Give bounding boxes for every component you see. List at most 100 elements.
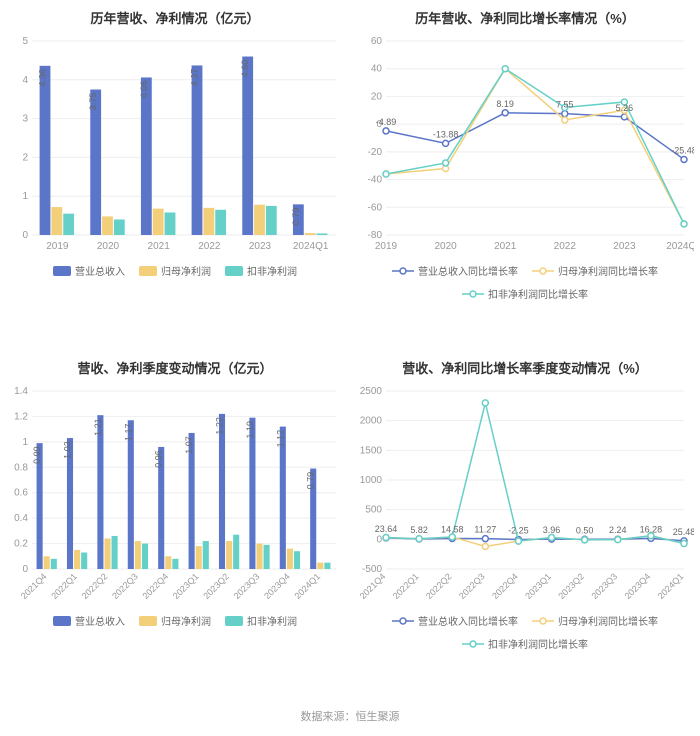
legend-item: 扣非净利润 xyxy=(225,613,297,628)
legend-swatch xyxy=(139,266,157,276)
svg-text:5: 5 xyxy=(22,36,28,47)
svg-text:1: 1 xyxy=(22,437,28,448)
legend-item: 扣非净利润同比增长率 xyxy=(462,636,588,651)
svg-text:2: 2 xyxy=(22,152,28,163)
legend-label: 扣非净利润 xyxy=(247,613,297,628)
svg-text:2023Q2: 2023Q2 xyxy=(201,571,231,601)
svg-text:2023: 2023 xyxy=(249,241,272,252)
svg-text:-80: -80 xyxy=(368,230,383,241)
svg-text:7.55: 7.55 xyxy=(556,100,574,110)
legend-label: 归母净利润同比增长率 xyxy=(558,263,658,278)
svg-text:2021: 2021 xyxy=(148,241,171,252)
svg-text:1500: 1500 xyxy=(360,445,383,456)
panel-bl-title: 营收、净利季度变动情况（亿元） xyxy=(4,358,346,377)
svg-text:20: 20 xyxy=(371,91,383,102)
svg-text:2019: 2019 xyxy=(46,241,69,252)
svg-text:2021Q4: 2021Q4 xyxy=(358,571,388,601)
legend-label: 扣非净利润同比增长率 xyxy=(488,636,588,651)
legend-label: 营业总收入 xyxy=(75,613,125,628)
svg-text:1.4: 1.4 xyxy=(14,386,28,397)
svg-text:0: 0 xyxy=(22,564,28,575)
svg-text:2023Q1: 2023Q1 xyxy=(523,571,553,601)
legend-item: 归母净利润同比增长率 xyxy=(532,263,658,278)
svg-text:1.2: 1.2 xyxy=(14,411,28,422)
svg-text:14.58: 14.58 xyxy=(441,524,464,534)
svg-text:1: 1 xyxy=(22,191,28,202)
svg-text:8.19: 8.19 xyxy=(496,99,514,109)
svg-text:2023Q3: 2023Q3 xyxy=(589,571,619,601)
svg-text:1.12: 1.12 xyxy=(275,430,285,448)
legend-label: 扣非净利润同比增长率 xyxy=(488,286,588,301)
svg-text:0.79: 0.79 xyxy=(291,208,301,226)
svg-text:2022: 2022 xyxy=(198,241,221,252)
svg-text:2024Q1: 2024Q1 xyxy=(293,241,329,252)
legend-item: 扣非净利润 xyxy=(225,263,297,278)
svg-text:0.79: 0.79 xyxy=(306,472,316,490)
legend-label: 归母净利润同比增长率 xyxy=(558,613,658,628)
legend-item: 归母净利润同比增长率 xyxy=(532,613,658,628)
svg-text:1.21: 1.21 xyxy=(93,418,103,436)
legend-label: 营业总收入同比增长率 xyxy=(418,613,518,628)
svg-text:0.6: 0.6 xyxy=(14,488,28,499)
svg-text:25.48: 25.48 xyxy=(673,527,694,537)
legend-item: 营业总收入 xyxy=(53,613,125,628)
svg-text:3.96: 3.96 xyxy=(543,525,561,535)
svg-text:2022Q4: 2022Q4 xyxy=(140,571,170,601)
panel-tr-title: 历年营收、净利同比增长率情况（%） xyxy=(354,8,696,27)
legend-item: 归母净利润 xyxy=(139,263,211,278)
panel-tl-title: 历年营收、净利情况（亿元） xyxy=(4,8,346,27)
svg-text:2500: 2500 xyxy=(360,386,383,397)
svg-text:4.37: 4.37 xyxy=(190,69,200,87)
legend-item: 营业总收入 xyxy=(53,263,125,278)
legend-line-icon xyxy=(392,266,414,276)
svg-text:2024Q1: 2024Q1 xyxy=(666,241,694,252)
chart-grid: 历年营收、净利情况（亿元） 01234520192020202120222023… xyxy=(0,0,700,700)
svg-text:2020: 2020 xyxy=(97,241,120,252)
svg-text:1000: 1000 xyxy=(360,475,383,486)
legend-tr: 营业总收入同比增长率归母净利润同比增长率扣非净利润同比增长率 xyxy=(354,263,696,301)
legend-label: 扣非净利润 xyxy=(247,263,297,278)
svg-text:2022Q4: 2022Q4 xyxy=(490,571,520,601)
svg-text:2023Q3: 2023Q3 xyxy=(232,571,262,601)
svg-text:2022Q1: 2022Q1 xyxy=(391,571,421,601)
legend-br: 营业总收入同比增长率 归母净利润同比增长率扣非净利润同比增长率 xyxy=(354,613,696,651)
legend-label: 归母净利润 xyxy=(161,263,211,278)
svg-text:2023Q4: 2023Q4 xyxy=(262,571,292,601)
svg-text:1.22: 1.22 xyxy=(215,417,225,435)
svg-text:2023Q1: 2023Q1 xyxy=(171,571,201,601)
legend-swatch xyxy=(53,266,71,276)
svg-text:11.27: 11.27 xyxy=(474,525,496,535)
svg-text:1.07: 1.07 xyxy=(184,436,194,454)
legend-swatch xyxy=(225,266,243,276)
svg-text:0.4: 0.4 xyxy=(14,513,28,524)
legend-label: 营业总收入 xyxy=(75,263,125,278)
legend-line-icon xyxy=(392,616,414,626)
chart-tr: -80-60-40-200204060201920202021202220232… xyxy=(354,31,696,261)
svg-text:-13.88: -13.88 xyxy=(433,129,459,139)
svg-text:2023: 2023 xyxy=(613,241,636,252)
svg-text:2024Q1: 2024Q1 xyxy=(656,571,686,601)
svg-text:-4.89: -4.89 xyxy=(376,117,397,127)
svg-text:1.03: 1.03 xyxy=(63,441,73,459)
svg-text:40: 40 xyxy=(371,64,383,75)
legend-item: 营业总收入同比增长率 xyxy=(392,613,518,628)
legend-line-icon xyxy=(462,639,484,649)
svg-text:2022: 2022 xyxy=(554,241,577,252)
panel-br-title: 营收、净利同比增长率季度变动情况（%） xyxy=(354,358,696,377)
legend-swatch xyxy=(225,616,243,626)
svg-text:1.19: 1.19 xyxy=(245,421,255,439)
svg-text:2019: 2019 xyxy=(375,241,398,252)
svg-text:4.60: 4.60 xyxy=(240,60,250,78)
panel-tr: 历年营收、净利同比增长率情况（%） -80-60-40-200204060201… xyxy=(350,0,700,350)
svg-text:0.99: 0.99 xyxy=(32,446,42,464)
svg-text:-40: -40 xyxy=(368,175,383,186)
svg-text:-2.25: -2.25 xyxy=(508,525,529,535)
svg-text:0.50: 0.50 xyxy=(576,525,594,535)
svg-text:-60: -60 xyxy=(368,202,383,213)
svg-text:1.17: 1.17 xyxy=(123,423,133,441)
svg-text:500: 500 xyxy=(365,505,382,516)
svg-text:5.82: 5.82 xyxy=(410,525,428,535)
svg-text:0: 0 xyxy=(376,534,382,545)
svg-text:2022Q2: 2022Q2 xyxy=(424,571,454,601)
chart-tl: 012345201920202021202220232024Q14.363.75… xyxy=(4,31,346,261)
